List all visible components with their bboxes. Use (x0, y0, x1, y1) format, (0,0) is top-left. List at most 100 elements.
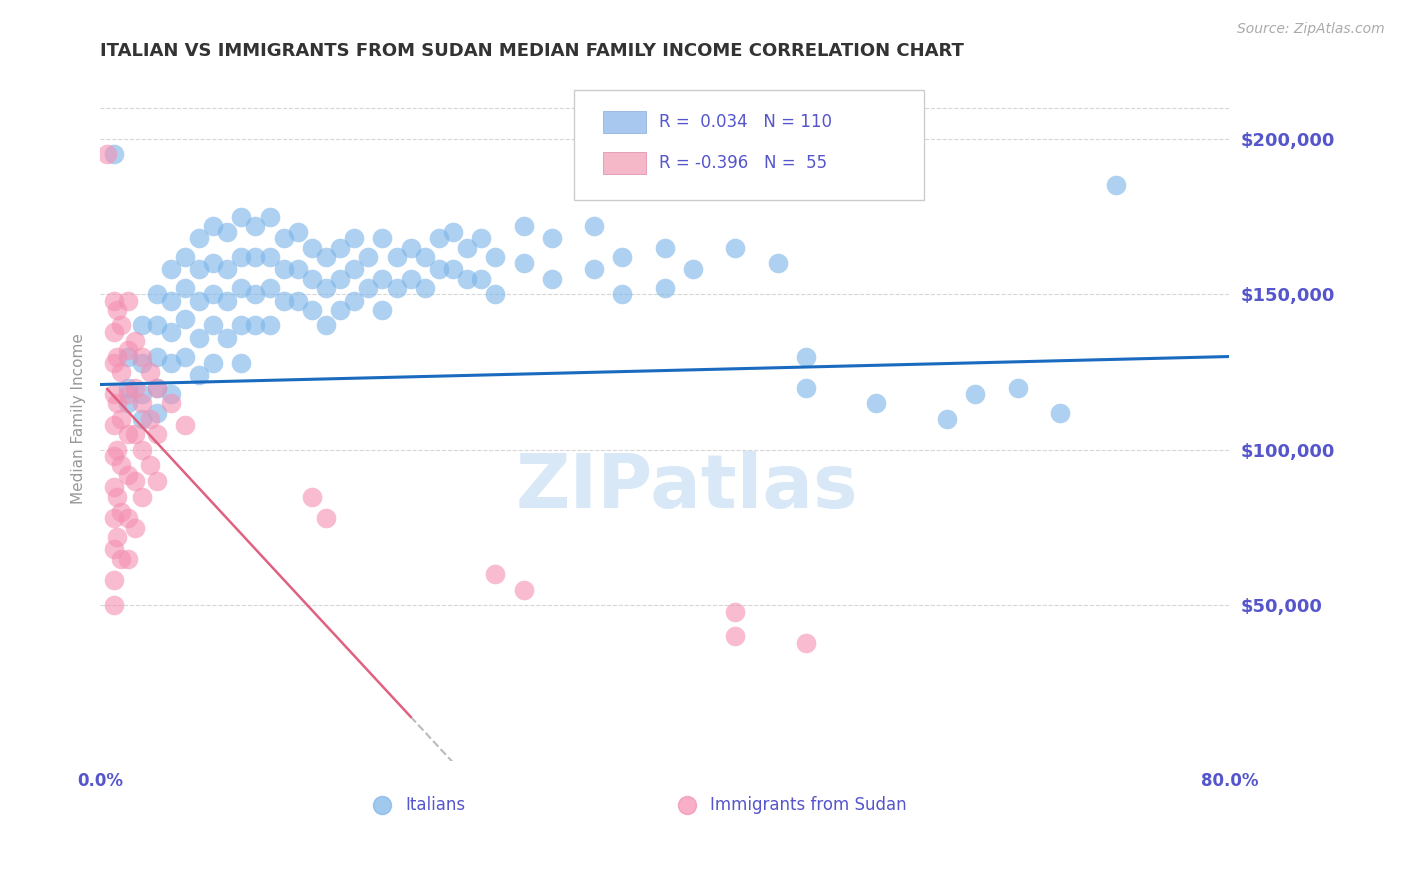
Point (202, 219, 225, 233)
Point (217, 262, 239, 277)
Point (117, 381, 139, 395)
Point (231, 281, 253, 295)
Text: R = -0.396   N =  55: R = -0.396 N = 55 (659, 153, 827, 172)
Point (159, 396, 181, 410)
Text: Italians: Italians (405, 797, 465, 814)
Text: ITALIAN VS IMMIGRANTS FROM SUDAN MEDIAN FAMILY INCOME CORRELATION CHART: ITALIAN VS IMMIGRANTS FROM SUDAN MEDIAN … (100, 42, 965, 60)
Text: R =  0.034   N = 110: R = 0.034 N = 110 (659, 112, 832, 131)
Point (583, 219, 606, 233)
Point (202, 356, 225, 370)
Point (794, 381, 817, 395)
Point (103, 574, 125, 588)
Point (103, 356, 125, 370)
Point (145, 405, 167, 419)
Point (131, 396, 153, 410)
Point (794, 636, 817, 650)
Text: Immigrants from Sudan: Immigrants from Sudan (710, 797, 907, 814)
Point (96, 147, 118, 161)
Point (131, 356, 153, 370)
Point (259, 210, 281, 224)
Point (145, 381, 167, 395)
Point (245, 219, 267, 233)
Point (145, 427, 167, 442)
Point (105, 396, 128, 410)
Point (110, 318, 132, 333)
Point (794, 350, 817, 364)
Point (231, 318, 253, 333)
Point (484, 250, 506, 264)
Point (138, 411, 160, 425)
Point (217, 225, 239, 239)
Point (103, 511, 125, 525)
Point (202, 287, 225, 301)
Point (371, 302, 394, 317)
Point (117, 551, 139, 566)
Point (259, 281, 281, 295)
Point (413, 281, 436, 295)
Point (103, 542, 125, 557)
Point (117, 467, 139, 482)
Point (217, 293, 239, 308)
Point (110, 551, 132, 566)
Point (138, 365, 160, 379)
Point (287, 262, 309, 277)
FancyBboxPatch shape (575, 90, 924, 200)
Point (138, 458, 160, 473)
Point (202, 256, 225, 270)
Point (441, 262, 464, 277)
Point (159, 356, 181, 370)
Point (105, 490, 128, 504)
Point (301, 490, 323, 504)
Point (371, 272, 394, 286)
Point (231, 250, 253, 264)
Point (427, 262, 450, 277)
Point (540, 272, 562, 286)
Point (117, 350, 139, 364)
Point (173, 250, 195, 264)
Point (110, 505, 132, 519)
Point (187, 331, 209, 345)
Point (343, 293, 366, 308)
Point (110, 458, 132, 473)
Point (724, 605, 747, 619)
Point (612, 287, 634, 301)
Point (117, 293, 139, 308)
Point (456, 241, 478, 255)
Point (1007, 381, 1029, 395)
Point (159, 325, 181, 339)
Point (124, 520, 146, 534)
Point (103, 325, 125, 339)
Point (131, 490, 153, 504)
Point (287, 225, 309, 239)
Point (385, 281, 408, 295)
Point (117, 387, 139, 401)
Text: Source: ZipAtlas.com: Source: ZipAtlas.com (1237, 22, 1385, 37)
Point (724, 630, 747, 644)
Point (273, 262, 295, 277)
Point (124, 334, 146, 348)
Point (259, 318, 281, 333)
Point (540, 231, 562, 245)
Point (484, 287, 506, 301)
Point (329, 302, 352, 317)
Point (187, 368, 209, 383)
Point (117, 511, 139, 525)
Point (512, 219, 534, 233)
Point (231, 210, 253, 224)
Point (315, 250, 337, 264)
Point (105, 442, 128, 457)
Point (301, 302, 323, 317)
Point (654, 281, 676, 295)
Point (131, 411, 153, 425)
Point (231, 356, 253, 370)
Point (145, 318, 167, 333)
Point (145, 381, 167, 395)
Point (117, 427, 139, 442)
Point (202, 318, 225, 333)
Point (343, 262, 366, 277)
Point (173, 417, 195, 432)
Point (965, 387, 987, 401)
Point (117, 396, 139, 410)
Text: ZIPatlas: ZIPatlas (516, 450, 859, 524)
Point (245, 250, 267, 264)
